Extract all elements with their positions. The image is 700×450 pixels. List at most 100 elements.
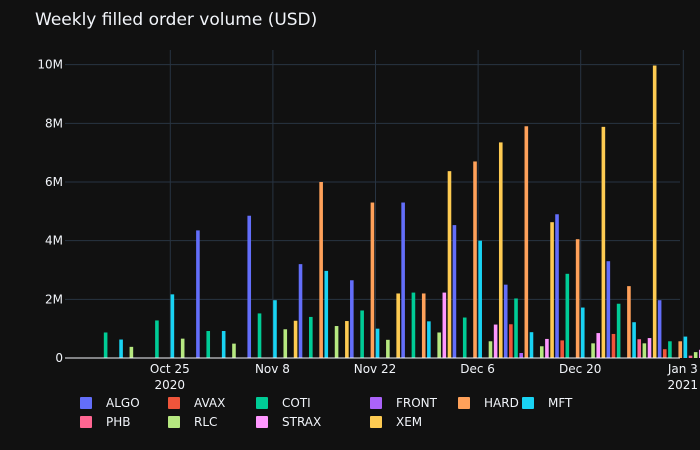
bar-algo[interactable] bbox=[350, 280, 354, 358]
legend-label: RLC bbox=[194, 415, 218, 429]
bar-avax[interactable] bbox=[662, 349, 667, 358]
bar-rlc[interactable] bbox=[539, 346, 544, 358]
bar-coti[interactable] bbox=[411, 292, 416, 358]
grid-lines bbox=[65, 50, 684, 358]
bar-xem[interactable] bbox=[396, 293, 400, 358]
bar-mft[interactable] bbox=[632, 322, 636, 358]
bar-rlc[interactable] bbox=[129, 346, 134, 358]
bar-front[interactable] bbox=[519, 353, 523, 358]
legend-label: HARD bbox=[484, 396, 519, 410]
legend-item-mft[interactable]: MFT bbox=[522, 396, 572, 410]
legend-item-coti[interactable]: COTI bbox=[256, 396, 311, 410]
bar-algo[interactable] bbox=[196, 230, 200, 358]
bar-hard[interactable] bbox=[473, 161, 477, 358]
bar-algo[interactable] bbox=[298, 264, 303, 358]
bar-xem[interactable] bbox=[601, 126, 606, 358]
bar-mft[interactable] bbox=[324, 270, 329, 358]
bar-xem[interactable] bbox=[293, 320, 298, 358]
bar-hard[interactable] bbox=[627, 286, 631, 358]
bar-rlc[interactable] bbox=[283, 329, 288, 358]
x-tick-labels: Oct 25 2020 Nov 8 Nov 22 Dec 6 Dec 20 Jan 3 202… bbox=[150, 362, 698, 392]
bar-coti[interactable] bbox=[257, 313, 262, 358]
bar-coti[interactable] bbox=[309, 316, 313, 358]
bar-xem[interactable] bbox=[550, 222, 554, 358]
bar-hard[interactable] bbox=[575, 239, 580, 358]
y-tick-label: 10M bbox=[37, 58, 63, 72]
legend-item-phb[interactable]: PHB bbox=[80, 415, 131, 429]
bar-coti[interactable] bbox=[668, 341, 672, 358]
bar-rlc[interactable] bbox=[232, 343, 236, 358]
bar-rlc[interactable] bbox=[488, 341, 493, 358]
bar-hard[interactable] bbox=[319, 182, 323, 358]
bar-hard[interactable] bbox=[370, 202, 375, 358]
bar-xem[interactable] bbox=[447, 171, 452, 358]
bar-algo[interactable] bbox=[452, 225, 457, 358]
legend-item-xem[interactable]: XEM bbox=[370, 415, 422, 429]
legend-label: PHB bbox=[106, 415, 131, 429]
bar-algo[interactable] bbox=[503, 284, 508, 358]
legend-label: ALGO bbox=[106, 396, 140, 410]
legend-label: MFT bbox=[548, 396, 573, 410]
bar-avax[interactable] bbox=[560, 340, 564, 358]
bar-hard[interactable] bbox=[524, 126, 529, 359]
y-tick-label: 6M bbox=[45, 175, 63, 189]
bar-mft[interactable] bbox=[529, 332, 534, 358]
legend-item-algo[interactable]: ALGO bbox=[80, 396, 140, 410]
bar-rlc[interactable] bbox=[591, 343, 595, 358]
bar-strax[interactable] bbox=[545, 338, 549, 358]
bar-coti[interactable] bbox=[565, 273, 570, 358]
bar-phb[interactable] bbox=[637, 339, 642, 358]
bar-mft[interactable] bbox=[170, 294, 175, 358]
bar-avax[interactable] bbox=[611, 333, 616, 358]
y-tick-label: 0 bbox=[55, 351, 63, 365]
bar-rlc[interactable] bbox=[693, 352, 698, 358]
bar-algo[interactable] bbox=[657, 300, 662, 358]
bar-xem[interactable] bbox=[345, 321, 349, 358]
bar-rlc[interactable] bbox=[437, 332, 441, 358]
bar-coti[interactable] bbox=[514, 298, 518, 358]
bar-strax[interactable] bbox=[596, 333, 601, 358]
bar-algo[interactable] bbox=[606, 261, 611, 358]
bar-coti[interactable] bbox=[103, 332, 108, 358]
bar-mft[interactable] bbox=[478, 240, 482, 358]
bar-strax[interactable] bbox=[493, 324, 498, 358]
bar-coti[interactable] bbox=[616, 303, 621, 358]
bar-algo[interactable] bbox=[555, 214, 559, 358]
bar-hard[interactable] bbox=[421, 293, 426, 358]
legend-label: AVAX bbox=[194, 396, 226, 410]
legend-item-front[interactable]: FRONT bbox=[370, 396, 437, 410]
bar-rlc[interactable] bbox=[180, 338, 185, 358]
legend-item-hard[interactable]: HARD bbox=[458, 396, 519, 410]
bar-hard[interactable] bbox=[678, 341, 683, 358]
bar-strax[interactable] bbox=[647, 338, 652, 358]
legend-label: STRAX bbox=[282, 415, 322, 429]
bar-mft[interactable] bbox=[580, 307, 585, 358]
bar-coti[interactable] bbox=[360, 310, 364, 358]
bar-algo[interactable] bbox=[401, 202, 405, 358]
bar-mft[interactable] bbox=[273, 300, 277, 358]
bar-rlc[interactable] bbox=[334, 326, 339, 358]
bar-avax[interactable] bbox=[509, 324, 513, 358]
bar-mft[interactable] bbox=[119, 339, 123, 358]
bar-strax[interactable] bbox=[442, 292, 447, 358]
legend-item-strax[interactable]: STRAX bbox=[256, 415, 321, 429]
legend-label: COTI bbox=[282, 396, 311, 410]
bar-rlc[interactable] bbox=[642, 343, 647, 358]
bar-mft[interactable] bbox=[375, 328, 380, 358]
bar-coti[interactable] bbox=[206, 331, 211, 358]
y-tick-label: 2M bbox=[45, 292, 63, 306]
bar-rlc[interactable] bbox=[386, 339, 390, 358]
bar-mft[interactable] bbox=[427, 321, 431, 358]
legend-item-rlc[interactable]: RLC bbox=[168, 415, 217, 429]
bar-mft[interactable] bbox=[683, 336, 688, 358]
bar-coti[interactable] bbox=[155, 320, 159, 358]
x-tick-label: 2020 bbox=[155, 378, 186, 392]
bar-xem[interactable] bbox=[652, 65, 657, 359]
legend-item-avax[interactable]: AVAX bbox=[168, 396, 225, 410]
bar-xem[interactable] bbox=[498, 142, 503, 358]
bar-algo[interactable] bbox=[247, 215, 252, 358]
bar-phb[interactable] bbox=[688, 355, 693, 358]
bar-mft[interactable] bbox=[221, 331, 226, 358]
bar-coti[interactable] bbox=[462, 317, 467, 358]
